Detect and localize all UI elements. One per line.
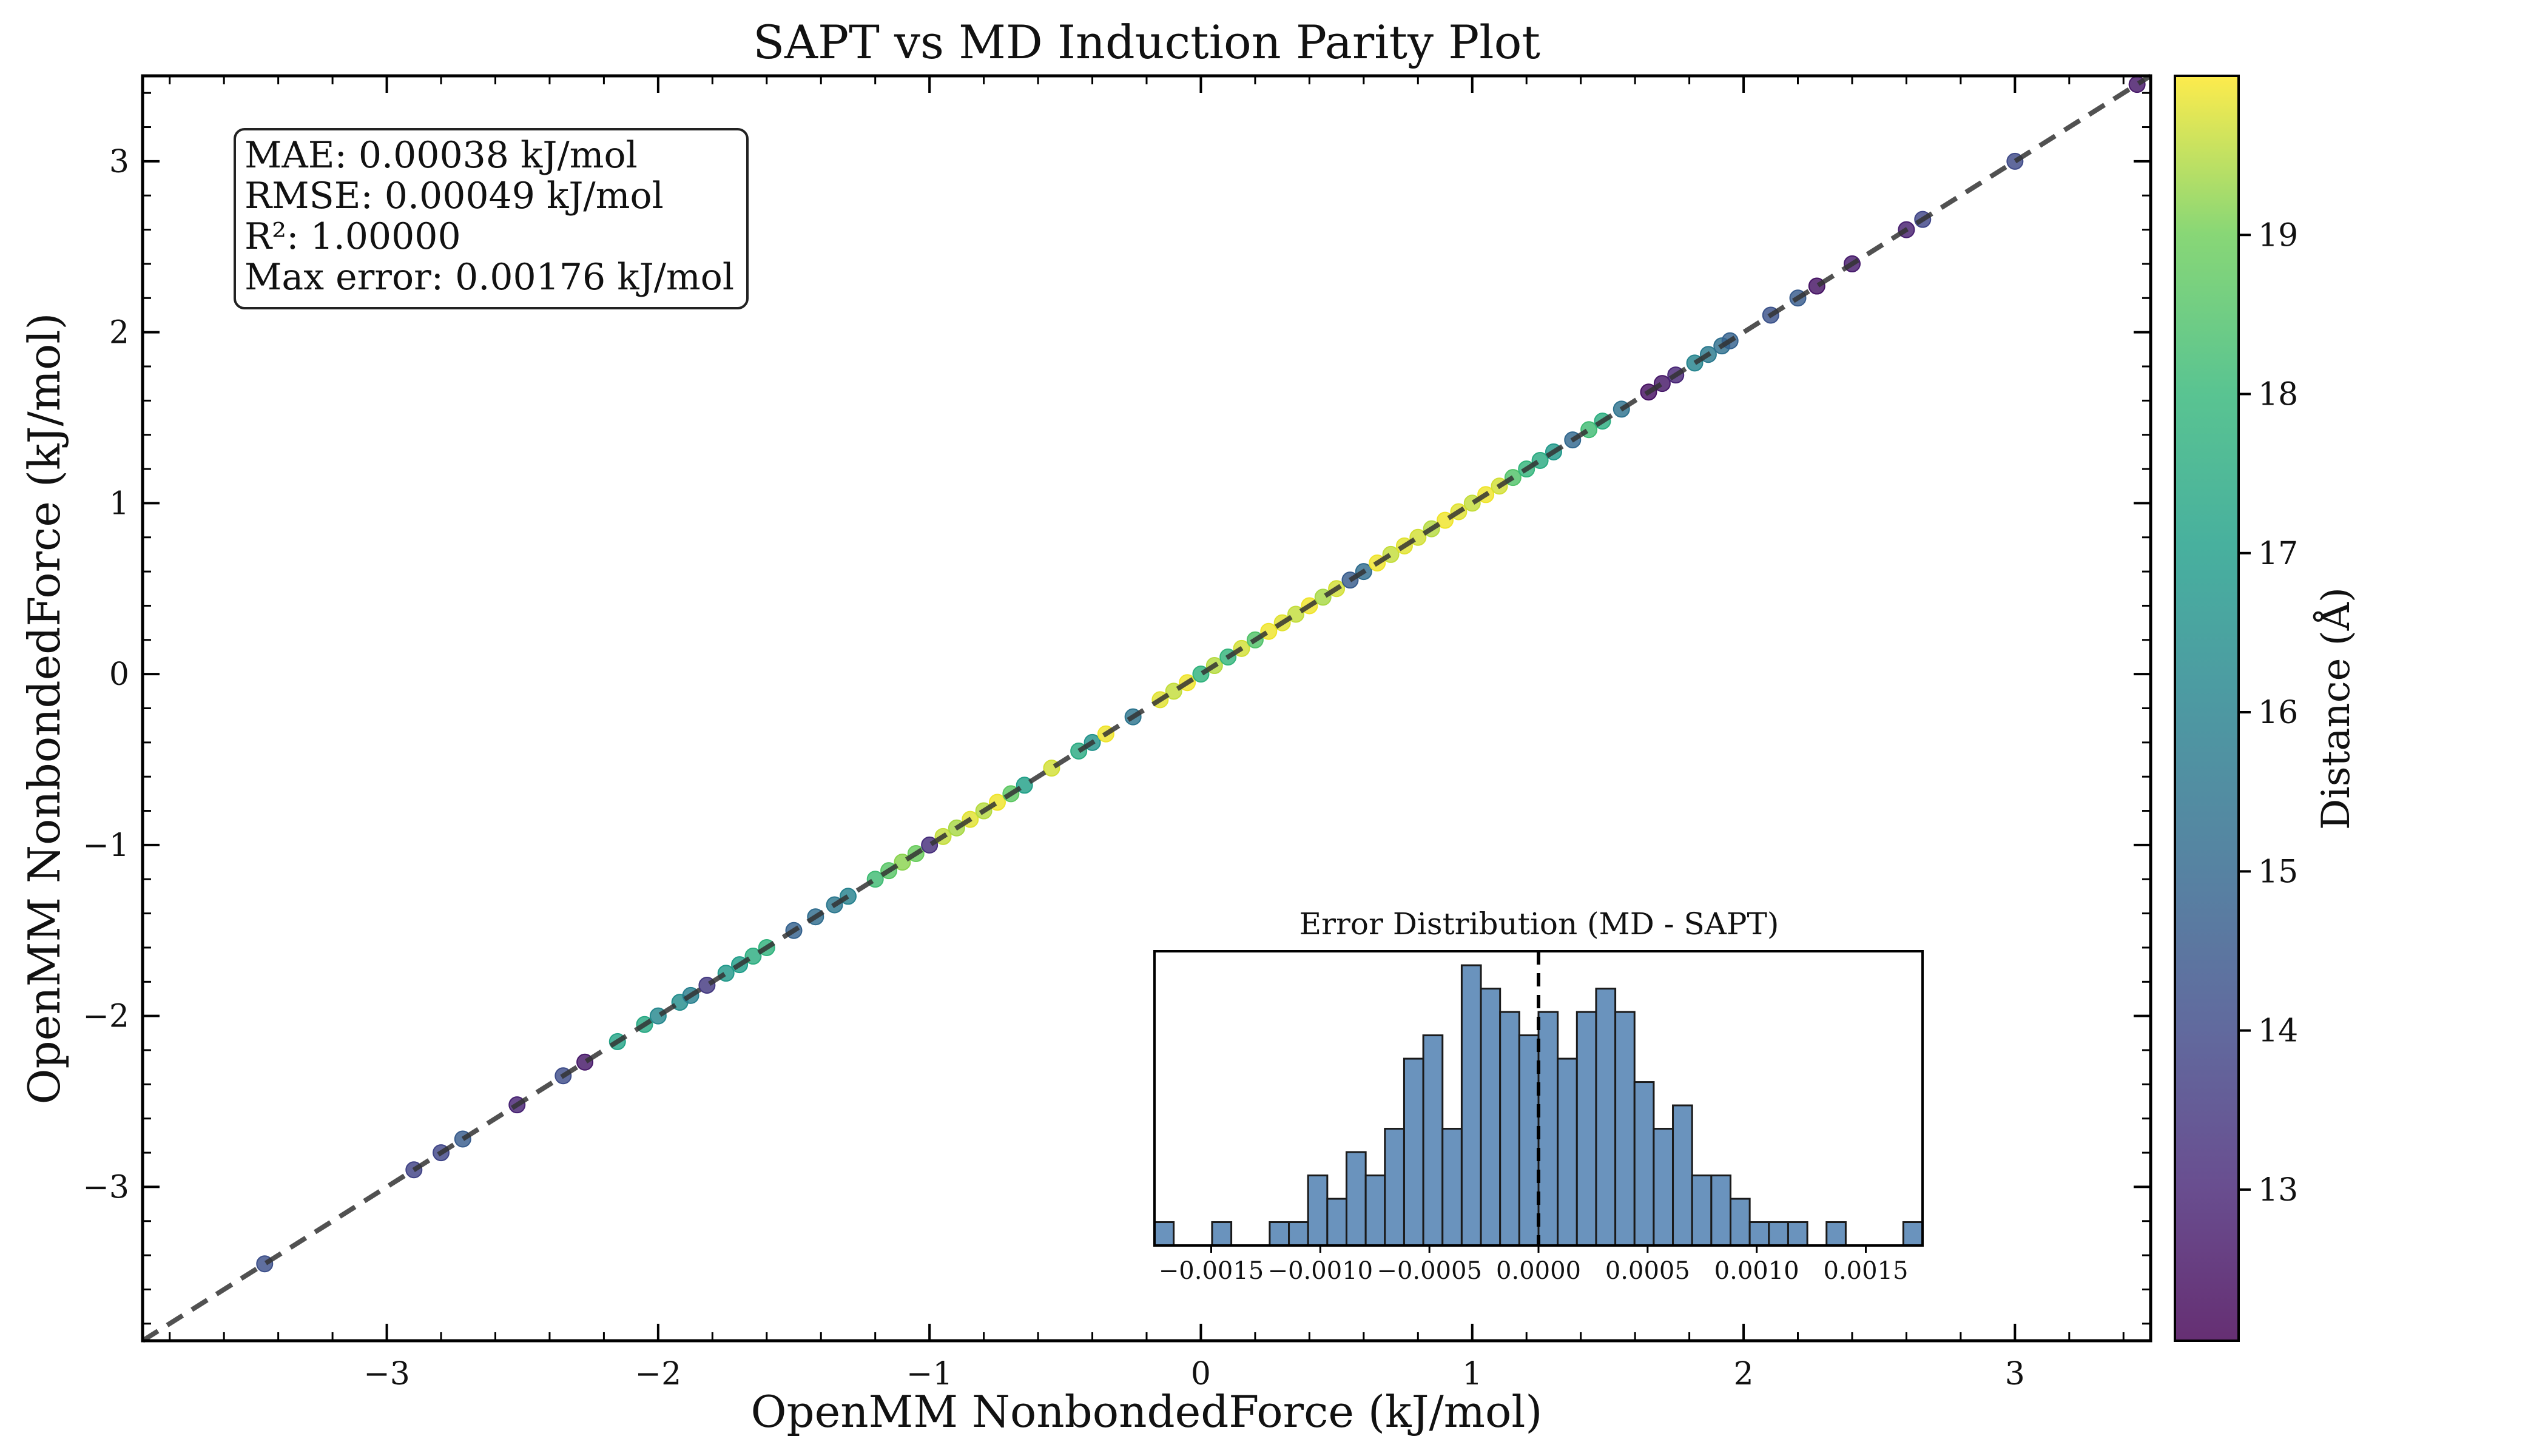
histogram-bar (1710, 1175, 1732, 1247)
histogram-bar (1576, 1011, 1597, 1247)
histogram-bar (1153, 1221, 1175, 1247)
x-axis-label: OpenMM NonbondedForce (kJ/mol) (751, 1386, 1543, 1437)
y-tick-label: 1 (109, 485, 129, 522)
colorbar-gradient (2174, 75, 2240, 1342)
histogram-bar (1691, 1175, 1713, 1247)
histogram-bar (1730, 1198, 1751, 1247)
x-tick-label: −1 (906, 1356, 953, 1392)
stats-mae: MAE: 0.00038 kJ/mol (244, 134, 638, 177)
y-tick-label: −1 (83, 827, 129, 864)
colorbar-label: Distance (Å) (2313, 587, 2359, 830)
histogram-bar (1672, 1104, 1693, 1247)
colorbar-tick-label: 19 (2258, 217, 2298, 254)
colorbar-tick-label: 17 (2258, 536, 2298, 572)
x-tick-label: −3 (363, 1356, 410, 1392)
histogram-bar (1557, 1057, 1578, 1247)
inset-histogram: Error Distribution (MD - SAPT) −0.0015 −0… (1153, 906, 1924, 1285)
y-tick-label: −2 (83, 999, 129, 1035)
inset-axis-ticks: −0.0015 −0.0010 −0.0005 0.0000 0.0005 0.0010 0… (1159, 1245, 1909, 1285)
histogram-bar (1326, 1198, 1348, 1247)
histogram-bar (1364, 1175, 1386, 1247)
histogram-bar (1384, 1128, 1405, 1247)
histogram-bar (1825, 1221, 1847, 1247)
histogram-bar (1211, 1221, 1233, 1247)
histogram-bar (1633, 1081, 1655, 1247)
histogram-bar (1499, 1011, 1520, 1247)
x-tick-label: 1 (1462, 1356, 1482, 1392)
stats-box-frame (234, 128, 749, 309)
colorbar-tick-label: 15 (2258, 854, 2298, 890)
histogram-bar (1902, 1221, 1924, 1247)
y-tick-label: 2 (109, 315, 129, 351)
inset-x-tick-label: −0.0015 (1159, 1257, 1264, 1285)
histogram-bar (1460, 964, 1482, 1247)
stats-r2: R²: 1.00000 (244, 215, 461, 258)
histogram-bar (1269, 1221, 1290, 1247)
histogram-bar (1403, 1057, 1424, 1247)
colorbar-tick-label: 18 (2258, 377, 2298, 413)
colorbar-tick-label: 14 (2258, 1013, 2298, 1050)
colorbar-ticks: 13 14 15 16 17 18 19 (2239, 217, 2298, 1208)
inset-title: Error Distribution (MD - SAPT) (1299, 906, 1779, 942)
histogram-bar (1614, 1011, 1636, 1247)
colorbar-tick-label: 13 (2258, 1172, 2298, 1208)
chart-title: SAPT vs MD Induction Parity Plot (753, 15, 1540, 69)
main-axis-ticks: −3 −2 −1 0 1 2 3 −3 −2 −1 0 1 2 3 (83, 76, 2151, 1392)
y-tick-label: 0 (109, 656, 129, 693)
histogram-bars (1153, 964, 1924, 1247)
y-axis-label: OpenMM NonbondedForce (kJ/mol) (19, 313, 70, 1105)
histogram-bar (1346, 1151, 1367, 1247)
inset-x-tick-label: 0.0000 (1496, 1257, 1581, 1285)
histogram-bar (1787, 1221, 1808, 1247)
histogram-bar (1518, 1034, 1540, 1247)
inset-x-tick-label: 0.0010 (1714, 1257, 1799, 1285)
histogram-bar (1595, 988, 1617, 1247)
histogram-bar (1748, 1221, 1770, 1247)
inset-x-tick-label: −0.0005 (1377, 1257, 1481, 1285)
inset-x-tick-label: 0.0015 (1824, 1257, 1909, 1285)
x-tick-label: −2 (635, 1356, 682, 1392)
histogram-bar (1653, 1128, 1674, 1247)
histogram-bar (1537, 1011, 1559, 1247)
stats-max-error: Max error: 0.00176 kJ/mol (244, 256, 734, 298)
histogram-bar (1441, 1128, 1463, 1247)
y-tick-label: −3 (83, 1169, 129, 1205)
x-tick-label: 2 (1734, 1356, 1754, 1392)
histogram-bar (1768, 1221, 1789, 1247)
x-tick-label: 0 (1191, 1356, 1211, 1392)
colorbar: 13 14 15 16 17 18 19 Distance (Å) (2174, 75, 2359, 1342)
stats-box: MAE: 0.00038 kJ/mol RMSE: 0.00049 kJ/mol… (234, 128, 749, 309)
histogram-bar (1288, 1221, 1309, 1247)
histogram-bar (1307, 1175, 1329, 1247)
colorbar-tick-label: 16 (2258, 695, 2298, 731)
stats-rmse: RMSE: 0.00049 kJ/mol (244, 175, 664, 217)
y-tick-label: 3 (109, 144, 129, 180)
inset-x-tick-label: 0.0005 (1605, 1257, 1690, 1285)
inset-x-tick-label: −0.0010 (1268, 1257, 1373, 1285)
x-tick-label: 3 (2005, 1356, 2025, 1392)
histogram-bar (1422, 1034, 1444, 1247)
parity-reference-line (141, 73, 2152, 1343)
histogram-bar (1480, 988, 1502, 1247)
